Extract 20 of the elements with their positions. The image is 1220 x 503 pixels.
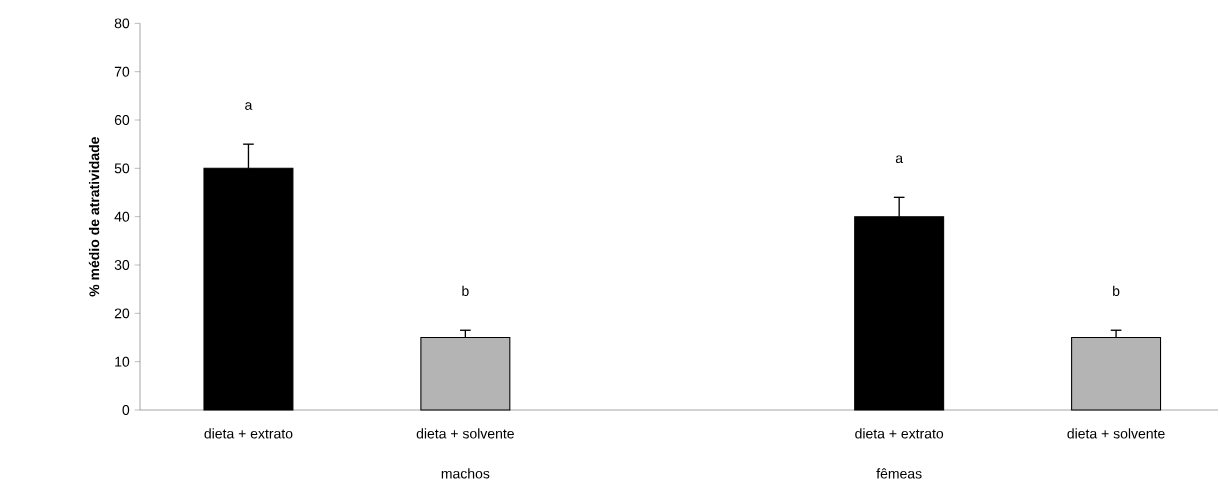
annotation: b <box>1113 285 1120 296</box>
y-tick-label: 10 <box>115 356 130 367</box>
y-tick-label: 20 <box>114 308 130 319</box>
x-tick-label: dieta + solvente <box>1067 428 1165 439</box>
y-axis-title: % médio de atratividade <box>88 137 100 297</box>
x-tick-label: dieta + extrato <box>855 428 944 439</box>
text: fêmeas <box>876 468 922 479</box>
x-tick-label: dieta + solvente <box>416 428 514 439</box>
y-tick-label: 70 <box>114 66 130 77</box>
y-tick-label: 80 <box>114 18 130 29</box>
annotation: b <box>462 285 469 296</box>
y-tick-label: 30 <box>114 260 130 270</box>
y-tick-label: 60 <box>114 115 130 125</box>
y-tick-label: 0 <box>122 405 130 415</box>
text: machos <box>441 468 490 479</box>
annotation: a <box>245 102 253 110</box>
x-tick-label: dieta + extrato <box>204 428 293 439</box>
y-tick-label: 40 <box>114 211 130 222</box>
annotation: a <box>895 155 904 164</box>
y-tick-label: 50 <box>114 163 130 174</box>
